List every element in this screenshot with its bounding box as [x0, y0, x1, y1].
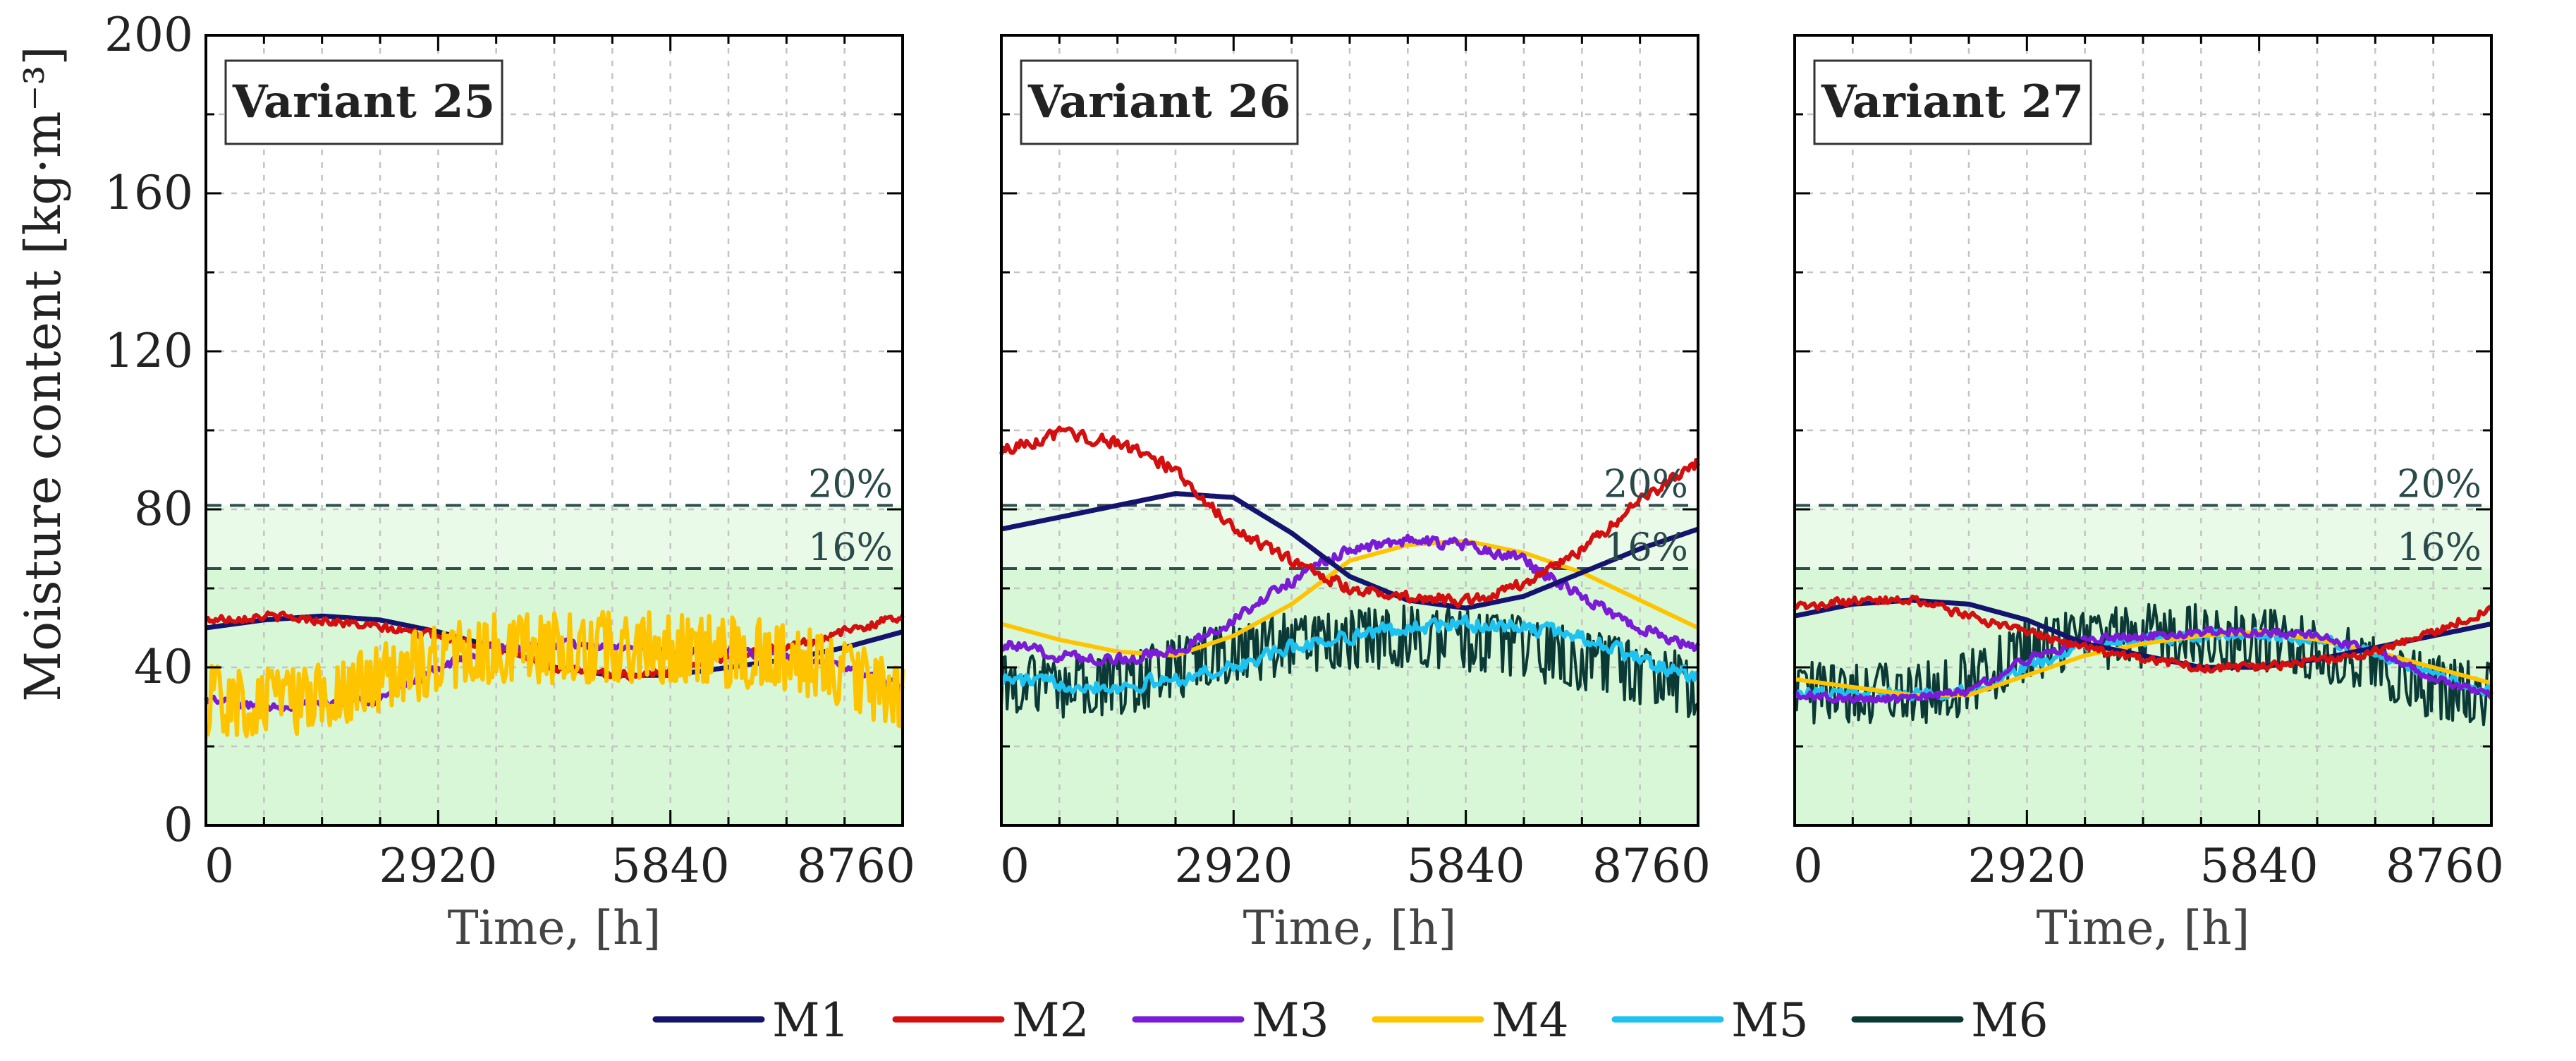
legend-label-m3: M3 — [1252, 993, 1329, 1048]
y-tick-label: 120 — [104, 324, 193, 378]
x-axis-label: Time, [h] — [2037, 901, 2250, 955]
panel-variant-25: 20% 16% 0 40 80 120 160 200 0 2920 5840 8760 Time, [… — [104, 8, 915, 955]
x-axis-label: Time, [h] — [448, 901, 661, 955]
x-tick-label: 0 — [1000, 839, 1030, 893]
x-tick-label: 8760 — [1592, 839, 1711, 893]
threshold-label-0: 20% — [2397, 461, 2482, 506]
series-line-m2 — [999, 425, 1700, 609]
panel-title-box — [224, 59, 503, 145]
legend-label-m5: M5 — [1731, 993, 1809, 1048]
x-tick-label: 8760 — [797, 839, 915, 893]
x-tick-label: 8760 — [2386, 839, 2504, 893]
legend-label-m1: M1 — [772, 993, 850, 1048]
y-tick-label: 0 — [164, 798, 193, 852]
panel-title: Variant 25 — [232, 75, 495, 128]
threshold-label-1: 16% — [1604, 525, 1688, 569]
y-axis-label: Moisture content [kg·m⁻³] — [14, 46, 72, 701]
series-line-m3 — [1000, 533, 1700, 667]
threshold-label-0: 20% — [1604, 461, 1688, 506]
legend-label-m2: M2 — [1012, 993, 1089, 1048]
x-tick-label: 2920 — [1967, 839, 2086, 893]
x-tick-label: 5840 — [1407, 839, 1525, 893]
series-line-m4 — [204, 610, 905, 739]
panel-title-box — [1813, 59, 2092, 145]
threshold-label-1: 16% — [2397, 525, 2482, 569]
panel-title-box — [1020, 59, 1299, 145]
legend: M1 M2 M3 M4 M5 M6 — [652, 993, 2049, 1048]
panel-variant-27: 20% 16% 0 2920 5840 8760 Time, [h] Variant 27 — [1793, 34, 2504, 955]
threshold-label-0: 20% — [808, 461, 893, 506]
panel-title: Variant 26 — [1027, 75, 1290, 128]
series-line-m2 — [1794, 594, 2493, 674]
y-tick-label: 40 — [134, 640, 193, 694]
x-axis-label: Time, [h] — [1243, 901, 1457, 955]
x-tick-label: 0 — [205, 839, 234, 893]
x-tick-label: 0 — [1793, 839, 1823, 893]
legend-label-m4: M4 — [1491, 993, 1569, 1048]
y-tick-label: 160 — [104, 166, 193, 220]
y-tick-label: 80 — [134, 482, 193, 536]
series-line-m5 — [999, 614, 1699, 695]
panel-variant-26: 20% 16% 0 2920 5840 8760 Time, [h] Variant 26 — [999, 34, 1711, 955]
x-tick-label: 5840 — [2200, 839, 2319, 893]
x-tick-label: 2920 — [1174, 839, 1293, 893]
panel-title: Variant 27 — [1821, 75, 2084, 128]
series-line-m6 — [1000, 604, 1699, 719]
series-line-m6 — [1793, 602, 2493, 727]
series-line-m1 — [1001, 491, 1699, 611]
x-tick-label: 5840 — [611, 839, 730, 893]
y-tick-label: 200 — [104, 8, 193, 62]
x-tick-label: 2920 — [379, 839, 497, 893]
threshold-label-1: 16% — [808, 525, 893, 569]
legend-label-m6: M6 — [1971, 993, 2049, 1048]
